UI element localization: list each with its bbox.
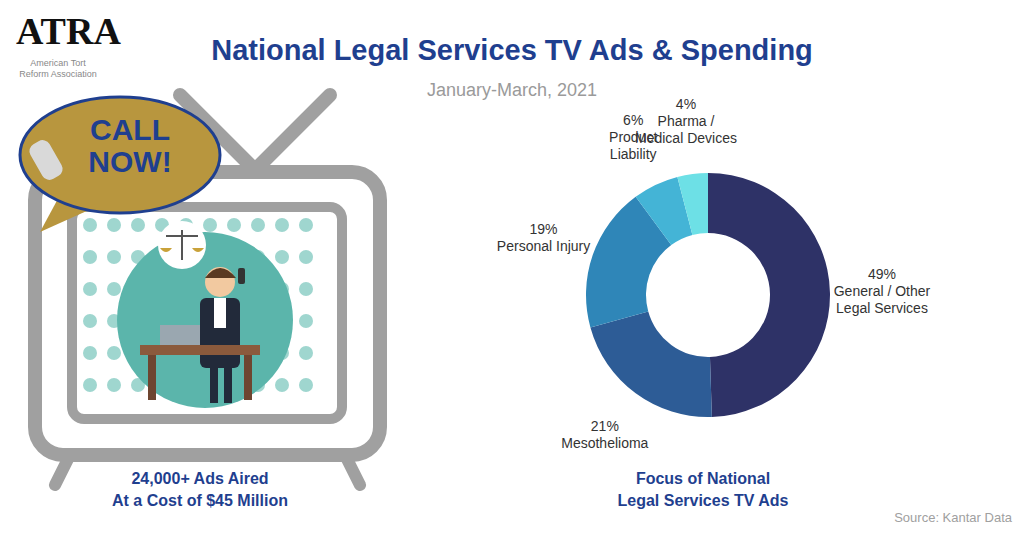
svg-text:21%Mesothelioma: 21%Mesothelioma [561, 417, 648, 450]
svg-text:Focus of NationalLegal Service: Focus of NationalLegal Services TV Ads [617, 470, 788, 509]
svg-text:CALLNOW!: CALLNOW! [88, 113, 171, 178]
svg-text:ATRA: ATRA [16, 10, 121, 52]
svg-text:4%Pharma /Medical Devices: 4%Pharma /Medical Devices [635, 96, 737, 146]
svg-text:National Legal Services TV Ads: National Legal Services TV Ads & Spendin… [211, 34, 813, 66]
svg-text:January-March, 2021: January-March, 2021 [427, 80, 597, 100]
svg-text:24,000+ Ads AiredAt a Cost of: 24,000+ Ads AiredAt a Cost of $45 Millio… [112, 470, 288, 509]
svg-text:American TortReform Associatio: American TortReform Association [19, 58, 97, 79]
svg-text:19%Personal Injury: 19%Personal Injury [497, 220, 590, 253]
svg-text:Source: Kantar Data: Source: Kantar Data [894, 510, 1013, 525]
svg-text:49%General / OtherLegal Servic: 49%General / OtherLegal Services [834, 266, 931, 316]
